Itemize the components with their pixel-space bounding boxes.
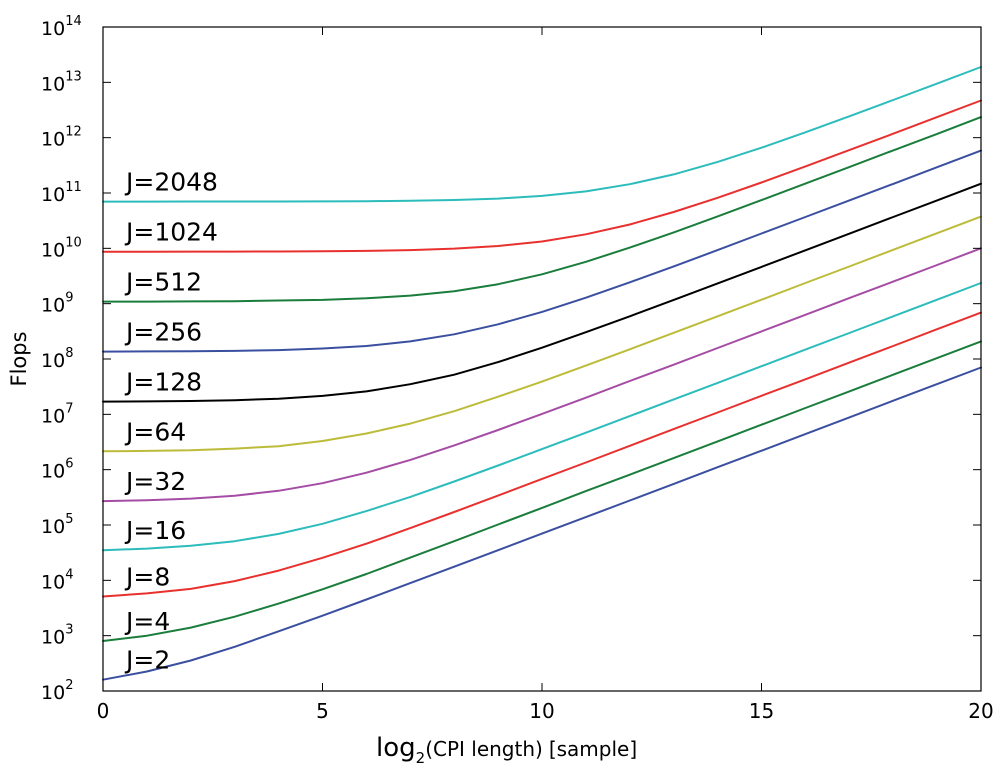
series-line-j-2048	[102, 66, 982, 203]
series-label-j-512: J=512	[124, 268, 202, 297]
series-label-j-2: J=2	[124, 646, 170, 675]
y-tick-label: 1010	[41, 235, 82, 261]
series-line-j-512	[102, 116, 982, 303]
series-label-j-8: J=8	[124, 563, 170, 592]
series-line-j-1024	[102, 99, 982, 253]
y-tick-label: 109	[41, 291, 73, 317]
x-axis-label-sub: 2	[416, 749, 426, 767]
y-tick-label: 1011	[41, 180, 82, 206]
series-label-j-4: J=4	[124, 607, 170, 636]
series-line-j-256	[102, 149, 982, 353]
series-line-j-4	[102, 340, 982, 642]
series-label-j-256: J=256	[124, 318, 202, 347]
ticks-layer: 0 5 10 15 20 102 103 104 105 106 107 108 109 1010 1011…	[41, 14, 994, 723]
series-layer	[102, 66, 982, 681]
series-line-j-2	[102, 366, 982, 681]
y-tick-label: 104	[41, 567, 73, 593]
x-axis-label-main: log	[376, 733, 416, 763]
series-line-j-128	[102, 182, 982, 403]
x-tick-label: 0	[97, 699, 110, 723]
series-label-j-2048: J=2048	[124, 168, 218, 197]
plot-frame	[102, 26, 982, 692]
y-tick-label: 107	[41, 401, 73, 427]
series-line-j-64	[102, 215, 982, 453]
series-label-j-128: J=128	[124, 368, 202, 397]
series-line-j-8	[102, 311, 982, 598]
y-tick-label: 102	[41, 678, 73, 704]
x-tick-label: 15	[749, 699, 774, 723]
series-labels-layer: J=2 J=4 J=8 J=16 J=32 J=64 J=128 J=256 J=512 J=10…	[124, 168, 218, 675]
series-line-j-16	[102, 282, 982, 552]
y-tick-label: 106	[41, 457, 73, 483]
y-tick-label: 1013	[41, 69, 82, 95]
series-label-j-32: J=32	[124, 467, 186, 496]
y-tick-label: 108	[41, 346, 73, 372]
y-axis-label: Flops	[7, 331, 31, 386]
y-tick-label: 105	[41, 512, 73, 538]
x-tick-label: 10	[529, 699, 554, 723]
x-axis-label-unit: [sample]	[549, 737, 637, 761]
x-tick-label: 5	[316, 699, 329, 723]
series-label-j-16: J=16	[124, 516, 186, 545]
y-tick-label: 1014	[41, 14, 82, 40]
x-axis-label: log2(CPI length) [sample]	[376, 733, 637, 767]
x-axis-label-paren: (CPI length)	[425, 737, 543, 761]
x-tick-label: 20	[968, 699, 993, 723]
series-line-j-32	[102, 247, 982, 503]
y-tick-label: 103	[41, 623, 73, 649]
series-label-j-1024: J=1024	[124, 218, 218, 247]
y-tick-label: 1012	[41, 125, 82, 151]
series-label-j-64: J=64	[124, 417, 186, 446]
